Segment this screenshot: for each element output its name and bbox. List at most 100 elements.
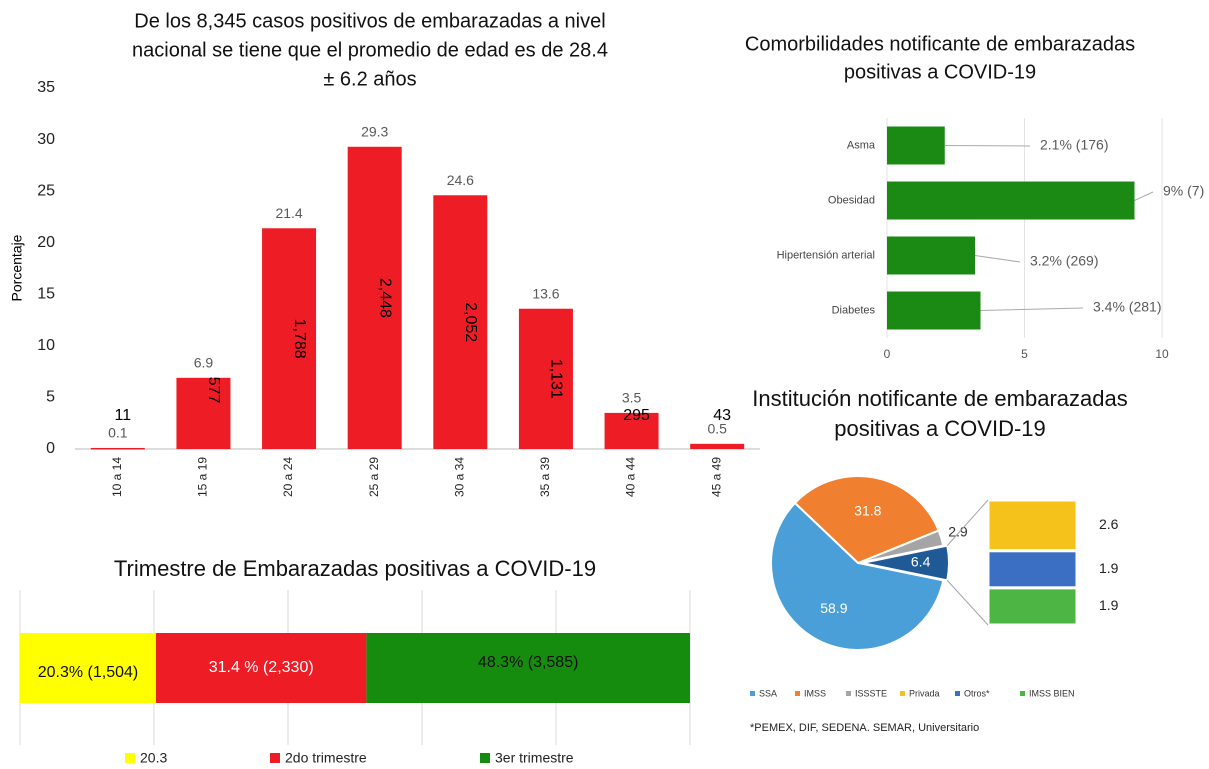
bar: [90, 447, 145, 450]
count-label: 43: [713, 407, 731, 424]
connector-line: [946, 580, 989, 626]
data-label: 1.9: [1099, 597, 1119, 613]
bar-segment: [986, 498, 1079, 553]
x-tick-label: 30 a 34: [452, 457, 466, 497]
legend-label: IMSS: [804, 688, 826, 698]
x-tick-label: 0: [884, 347, 891, 361]
data-label: 0.1: [108, 425, 128, 441]
legend-label: 20.3: [140, 750, 167, 766]
bar: [887, 291, 981, 330]
count-label: 1,131: [548, 359, 565, 399]
legend-swatch: [795, 691, 800, 696]
count-label: 1,788: [291, 319, 308, 359]
y-tick-label: Hipertensión arterial: [777, 249, 875, 261]
pie-slice: [770, 501, 945, 651]
legend-swatch: [900, 691, 905, 696]
legend-label: ISSSTE: [855, 688, 887, 698]
chart-title: nacional se tiene que el promedio de eda…: [132, 39, 608, 61]
y-tick-label: 0: [46, 440, 55, 457]
leader-line: [944, 145, 1031, 147]
connector-line: [946, 499, 989, 546]
legend-swatch: [955, 691, 960, 696]
data-label: 20.3% (1,504): [38, 664, 139, 681]
pie-slice: [861, 544, 950, 582]
legend-swatch: [125, 753, 135, 763]
leader-line: [974, 255, 1021, 263]
leader-line: [1134, 191, 1154, 201]
data-label: 31.8: [854, 502, 881, 518]
x-tick-label: 10 a 14: [110, 457, 124, 497]
footnote: *PEMEX, DIF, SEDENA. SEMAR, Universitari…: [750, 722, 979, 734]
data-label: 13.6: [532, 285, 559, 301]
chart-title: positivas a COVID-19: [834, 416, 1046, 441]
data-label: 9% (7): [1163, 183, 1204, 199]
x-tick-label: 35 a 39: [538, 457, 552, 497]
bar: [262, 228, 317, 449]
y-tick-label: Asma: [847, 139, 876, 151]
y-tick-label: Diabetes: [832, 304, 876, 316]
x-tick-label: 5: [1021, 347, 1028, 361]
chart-title: positivas a COVID-19: [844, 61, 1036, 83]
bar-segment: [986, 586, 1079, 627]
y-tick-label: 30: [37, 131, 55, 148]
count-label: 2,052: [462, 302, 479, 342]
y-tick-label: Obesidad: [828, 194, 875, 206]
data-label: 3.5: [622, 390, 642, 406]
chart-title: Trimestre de Embarazadas positivas a COV…: [114, 556, 596, 581]
bar-segment: [156, 633, 367, 703]
bar: [690, 443, 745, 449]
y-tick-label: 5: [46, 389, 55, 406]
x-tick-label: 25 a 29: [367, 457, 381, 497]
bar-segment: [20, 633, 157, 703]
data-label: 1.9: [1099, 560, 1119, 576]
x-tick-label: 15 a 19: [196, 457, 210, 497]
legend-swatch: [270, 753, 280, 763]
x-tick-label: 45 a 49: [709, 457, 723, 497]
data-label: 24.6: [447, 172, 474, 188]
data-label: 2.1% (176): [1040, 137, 1108, 153]
bar: [887, 181, 1135, 220]
data-label: 3.4% (281): [1093, 299, 1161, 315]
bar: [887, 126, 945, 165]
legend-label: 2do trimestre: [285, 750, 367, 766]
count-label: 577: [205, 377, 222, 404]
data-label: 0.5: [707, 421, 727, 437]
legend-label: IMSS BIEN: [1029, 688, 1075, 698]
pie-slice: [793, 475, 940, 565]
data-label: 3.2% (269): [1030, 253, 1098, 269]
leader-line: [980, 307, 1084, 311]
y-tick-label: 35: [37, 79, 55, 96]
bar-segment: [366, 633, 690, 703]
bar: [433, 195, 488, 449]
count-label: 2,448: [376, 278, 393, 318]
chart-title: Institución notificante de embarazadas: [752, 386, 1127, 411]
bar: [518, 308, 573, 449]
x-tick-label: 10: [1155, 347, 1169, 361]
data-label: 21.4: [275, 205, 302, 221]
y-axis-label: Porcentaje: [9, 234, 25, 301]
y-tick-label: 25: [37, 182, 55, 199]
legend-swatch: [1020, 691, 1025, 696]
bar: [604, 412, 659, 449]
legend-label: SSA: [759, 688, 777, 698]
bar: [176, 377, 231, 449]
y-tick-label: 20: [37, 234, 55, 251]
legend-swatch: [750, 691, 755, 696]
chart-title: De los 8,345 casos positivos de embaraza…: [134, 10, 605, 32]
chart-title: Comorbilidades notificante de embarazada…: [745, 33, 1135, 55]
data-label: 31.4 % (2,330): [209, 659, 314, 676]
data-label: 29.3: [361, 123, 388, 139]
chart-title: ± 6.2 años: [323, 68, 416, 90]
count-label: 295: [623, 407, 650, 424]
data-label: 48.3% (3,585): [478, 654, 579, 671]
legend-label: Otros*: [964, 688, 990, 698]
bar-segment: [986, 549, 1079, 590]
y-tick-label: 15: [37, 286, 55, 303]
legend-swatch: [480, 753, 490, 763]
legend-swatch: [846, 691, 851, 696]
y-tick-label: 10: [37, 337, 55, 354]
bar: [347, 146, 402, 449]
count-label: 11: [115, 407, 132, 424]
